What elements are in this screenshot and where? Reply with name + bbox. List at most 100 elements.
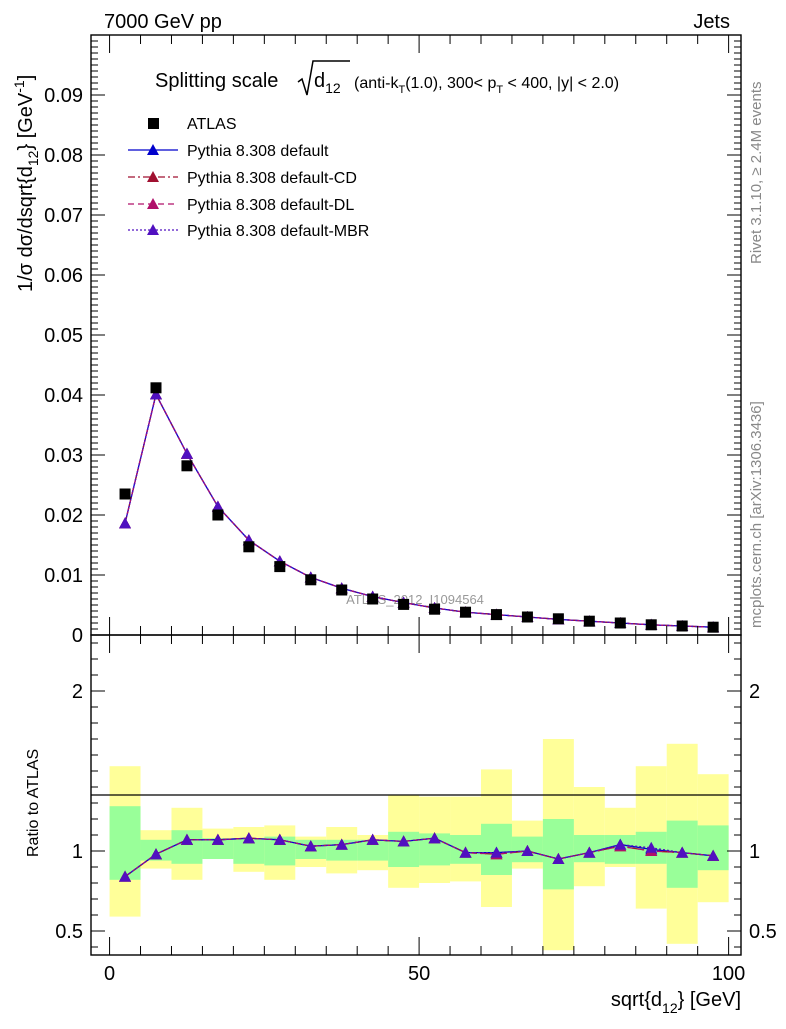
- main-series-point: [211, 500, 224, 512]
- ratio-band-inner: [697, 825, 729, 871]
- atlas-data-point: [367, 593, 379, 605]
- analysis-watermark: ATLAS_2012_I1094564: [346, 592, 484, 607]
- y-axis-title-ratio: Ratio to ATLAS: [25, 749, 42, 857]
- legend-label-dl: Pythia 8.308 default-DL: [187, 197, 354, 214]
- legend-marker-default: [147, 144, 159, 155]
- x-tick-label: 0: [104, 963, 115, 985]
- y-tick-label-main: 0.09: [44, 85, 83, 107]
- atlas-data-point: [119, 488, 131, 500]
- atlas-data-point: [645, 619, 657, 631]
- title-sqrt-sign: [297, 60, 350, 96]
- x-axis-title: sqrt{d12} [GeV]: [611, 989, 741, 1016]
- ratio-series-point: [242, 832, 255, 844]
- main-series-point: [180, 447, 193, 459]
- y-tick-label-main: 0.03: [44, 445, 83, 467]
- ratio-band-inner: [357, 839, 389, 861]
- atlas-data-point: [552, 613, 564, 625]
- svg-text:d12: d12: [314, 70, 341, 96]
- y-tick-label-main: 0.04: [44, 385, 83, 407]
- atlas-data-point: [398, 598, 410, 610]
- ratio-series-point: [552, 853, 565, 864]
- main-series-point: [119, 517, 132, 529]
- y-tick-label-main-zero: 0: [72, 625, 83, 647]
- y-tick-label-ratio-left: 2: [72, 681, 83, 703]
- legend-label-atlas: ATLAS: [187, 116, 237, 133]
- title-d-main: d: [314, 70, 325, 92]
- atlas-data-point: [707, 621, 719, 633]
- x-tick-label: 50: [408, 963, 430, 985]
- plot-title: Splitting scale d12 (anti-kT(1.0), 300< …: [155, 60, 619, 96]
- main-series-line: [124, 392, 714, 628]
- ratio-series-point: [366, 833, 379, 845]
- ratio-series-point: [335, 838, 348, 850]
- y-tick-label-main: 0.01: [44, 565, 83, 587]
- ratio-series-point: [583, 846, 596, 858]
- legend-marker-cd: [147, 171, 159, 182]
- ratio-series-point: [490, 846, 503, 858]
- y-tick-label-main: 0.06: [44, 265, 83, 287]
- atlas-data-point: [583, 615, 595, 627]
- main-series-point: [150, 388, 162, 400]
- title-paren-open: (anti-k: [354, 75, 399, 92]
- atlas-data-point: [243, 541, 255, 553]
- y-tick-label-ratio-left: 0.5: [55, 921, 83, 943]
- svg-text:(anti-kT(1.0), 300< pT < 400,: (anti-kT(1.0), 300< pT < 400, |y| < 2.0): [354, 75, 619, 96]
- ratio-band-inner: [109, 806, 141, 880]
- x-tick-label: 100: [712, 963, 745, 985]
- title-d-sub: 12: [325, 80, 341, 96]
- legend-marker-atlas: [148, 118, 159, 129]
- svg-text:Splitting scale: Splitting scale: [155, 70, 278, 92]
- y-tick-label-main: 0.05: [44, 325, 83, 347]
- header-process: Jets: [693, 11, 730, 33]
- atlas-data-point: [274, 561, 286, 573]
- ratio-series-point: [707, 849, 720, 861]
- ratio-series-point: [119, 870, 132, 882]
- title-p-sub: T: [496, 84, 503, 96]
- ratio-series-point: [428, 832, 441, 844]
- atlas-data-point: [614, 617, 626, 629]
- atlas-data-point: [521, 611, 533, 623]
- y-tick-label-ratio-left: 1: [72, 841, 83, 863]
- title-rest: < 400, |y| < 2.0): [503, 75, 619, 92]
- y-tick-label-ratio-right: 2: [749, 681, 760, 703]
- atlas-data-point: [305, 574, 317, 586]
- ratio-series-line: [124, 837, 714, 878]
- ratio-series-point: [614, 838, 627, 850]
- ratio-series-point: [397, 835, 410, 847]
- ratio-panel-frame: [90, 634, 742, 956]
- y-tick-label-main: 0.02: [44, 505, 83, 527]
- atlas-data-point: [460, 606, 472, 618]
- title-mid: (1.0), 300< p: [405, 75, 496, 92]
- axis-layer: 0.01 0.02 0.03 0.04 0.05 0.06 0.07 0.08 0.09 0 0.5…: [44, 34, 777, 985]
- ratio-series-point: [211, 833, 224, 845]
- atlas-data-point: [676, 620, 688, 632]
- atlas-data-point: [212, 509, 224, 521]
- ratio-band-inner: [202, 838, 234, 859]
- y-tick-label-ratio-right: 1: [749, 841, 760, 863]
- legend-label-default: Pythia 8.308 default: [187, 143, 329, 160]
- y-axis-title-main: 1/σ dσ/dsqrt{d12} [GeV-1]: [11, 75, 41, 292]
- legend-label-mbr: Pythia 8.308 default-MBR: [187, 223, 369, 240]
- atlas-data-point: [490, 609, 502, 621]
- main-plot-layer: [119, 382, 720, 633]
- ratio-plot-layer: [119, 832, 720, 882]
- mcplots-label: mcplots.cern.ch [arXiv:1306.3436]: [748, 401, 765, 628]
- y-tick-label-main: 0.07: [44, 205, 83, 227]
- y-tick-label-ratio-right: 0.5: [749, 921, 777, 943]
- atlas-data-point: [150, 382, 162, 394]
- ratio-series-point: [459, 846, 472, 858]
- title-k-sub: T: [398, 84, 405, 96]
- atlas-data-point: [336, 584, 348, 596]
- legend-marker-mbr: [147, 224, 159, 235]
- header-energy: 7000 GeV pp: [104, 11, 222, 33]
- rivet-label: Rivet 3.1.10, ≥ 2.4M events: [748, 82, 765, 265]
- atlas-data-point: [181, 460, 193, 472]
- legend-marker-dl: [147, 198, 159, 209]
- ratio-series-point: [304, 840, 317, 852]
- ratio-series-point: [150, 848, 162, 860]
- ratio-series-point: [273, 833, 286, 845]
- ratio-series-point: [521, 845, 534, 856]
- ratio-series-point: [645, 841, 658, 853]
